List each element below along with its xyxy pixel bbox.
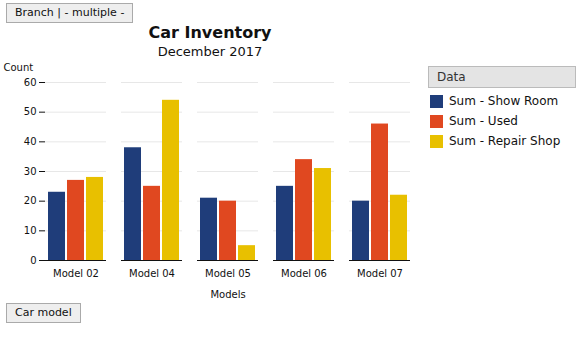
svg-text:Count: Count <box>4 62 34 73</box>
html-text:Branch | - multiple -: Branch | - multiple - <box>15 6 125 19</box>
svg-text:Model 06: Model 06 <box>281 268 327 279</box>
html-text:Data: Data <box>437 70 466 84</box>
html-text:Car Inventory: Car Inventory <box>148 23 272 42</box>
svg-text:50: 50 <box>24 106 37 117</box>
svg-text:Model 02: Model 02 <box>53 268 99 279</box>
html-text:Sum - Used: Sum - Used <box>449 114 518 128</box>
svg-text:40: 40 <box>24 136 37 147</box>
svg-text:20: 20 <box>24 195 37 206</box>
html-text:Sum - Repair Shop: Sum - Repair Shop <box>449 134 561 148</box>
svg-text:60: 60 <box>24 77 37 88</box>
svg-text:Model 07: Model 07 <box>357 268 403 279</box>
html-text:Car model: Car model <box>15 306 72 319</box>
svg-text:Models: Models <box>210 289 245 300</box>
html-text:December 2017: December 2017 <box>157 44 263 59</box>
html-text:Sum - Show Room: Sum - Show Room <box>449 94 559 108</box>
svg-text:Model 04: Model 04 <box>129 268 175 279</box>
svg-text:0: 0 <box>30 255 36 266</box>
svg-text:Model 05: Model 05 <box>205 268 251 279</box>
svg-text:30: 30 <box>24 166 37 177</box>
svg-text:10: 10 <box>24 225 37 236</box>
